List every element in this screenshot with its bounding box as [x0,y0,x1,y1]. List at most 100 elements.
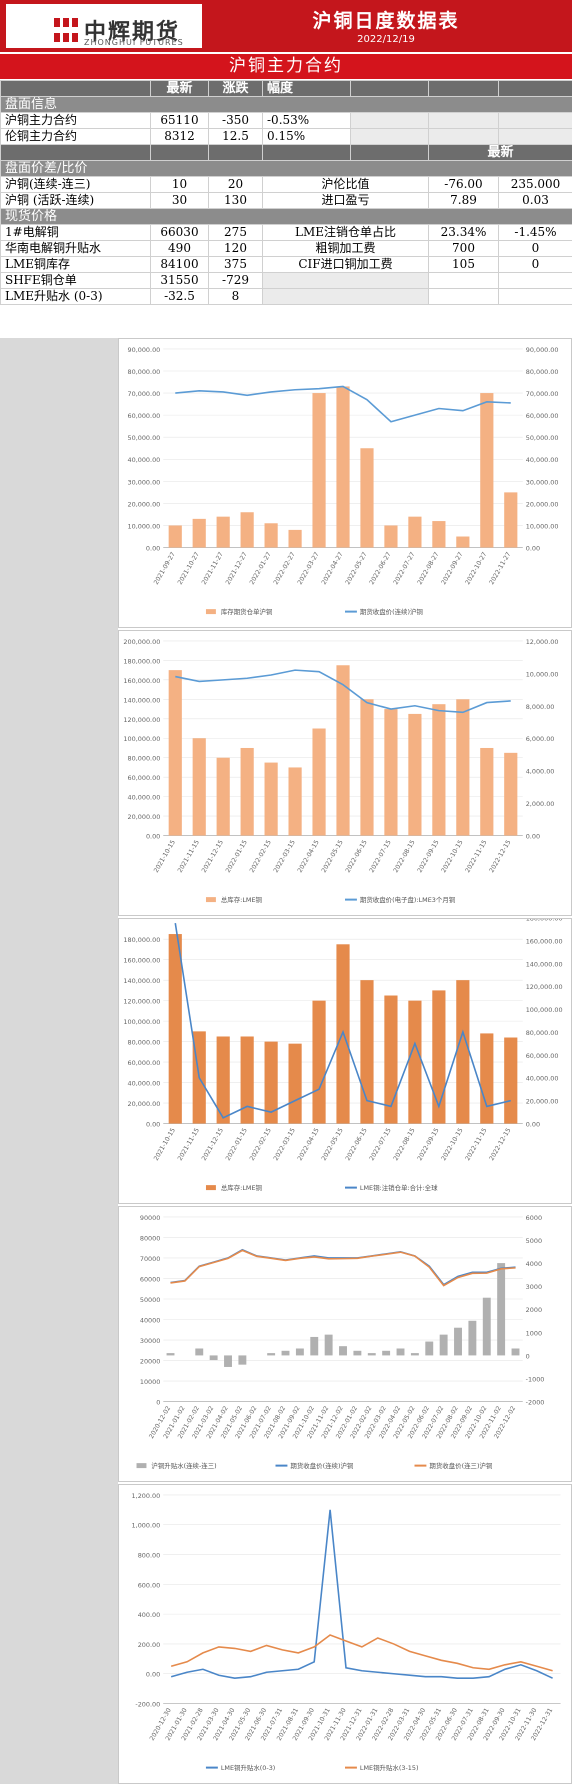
row-name: 沪铜 (活跃-连续) [0,192,151,209]
y-tick-label-right: 0 [526,1352,530,1360]
y-tick-label-left: 100,000.00 [123,735,160,743]
section-label: 盘面价差/比价 [0,160,572,177]
section-row: 现货价格 [0,208,572,225]
row-latest: 31550 [150,272,209,289]
y-tick-label-left: 40,000.00 [128,456,161,464]
x-tick-label: 2021-10-27 [177,551,201,586]
y-tick-label-left: 80,000.00 [128,1039,161,1047]
table-row: LME升贴水 (0-3) -32.5 8 [0,288,572,305]
bar [209,1355,218,1361]
x-tick-label: 2022-11-15 [464,839,488,874]
x-tick-label: 2022-05-27 [344,551,368,586]
header-pct: 幅度 [262,80,351,97]
bar [408,516,422,548]
y-tick-label-right: 0.00 [526,833,540,841]
row-ratio-name: 粗铜加工费 [262,240,429,257]
x-tick-label: 2022-09-15 [416,839,440,874]
bar [310,1336,319,1356]
bar [425,1341,434,1356]
y-tick-label-left: 80000 [140,1234,160,1242]
bar [504,752,518,836]
row-latest: 65110 [150,112,209,129]
y-tick-label-left: 40000 [140,1316,160,1324]
x-tick-label: 2021-11-27 [201,551,225,586]
empty-cell [428,128,499,145]
series-line [174,923,511,1119]
x-tick-label: 2022-02-27 [273,551,297,586]
chart-lme-cancelled-warrants: 0.00 20,000.00 40,000.00 60,000.00 80,000.00… [118,918,572,1204]
y-tick-label-left: 120,000.00 [123,998,160,1006]
y-tick-label-left: 10000 [140,1378,160,1386]
y-tick-label-right: 4,000.00 [526,768,555,776]
y-tick-label-left: 140,000.00 [123,977,160,985]
y-tick-label-right: 60,000.00 [526,1052,559,1060]
header-cell [0,144,151,161]
bar [480,747,494,836]
bar [497,1263,506,1356]
bar [240,747,254,836]
x-tick-label: 2022-07-27 [392,551,416,586]
logo-mark-icon [54,18,78,42]
legend-entry: LME铜升贴水(0-3) [221,1763,275,1772]
x-tick-label: 2022-06-15 [344,839,368,874]
x-tick-label: 2022-01-15 [225,1127,249,1162]
y-tick-label-right: 40,000.00 [526,456,559,464]
row-change: 8 [208,288,263,305]
x-tick-label: 2021-11-15 [177,839,201,874]
series-line [175,669,511,714]
x-tick-label: 2022-08-15 [392,839,416,874]
y-tick-label-left: 40,000.00 [128,794,161,802]
x-tick-label: 2022-04-27 [321,551,345,586]
x-tick-label: 2022-06-15 [344,1127,368,1162]
x-tick-label: 2021-12-15 [201,1127,225,1162]
section-label: 盘面信息 [0,96,572,113]
y-tick-label-left: 90000 [140,1214,160,1222]
y-tick-label-left: 60000 [140,1275,160,1283]
x-tick-label: 2022-02-15 [249,1127,273,1162]
row-latest: 84100 [150,256,209,273]
header-latest: 最新 [150,80,209,97]
x-tick-label: 2022-01-15 [225,839,249,874]
bar [288,529,302,548]
y-tick-label-left: 200,000.00 [123,638,160,646]
table-row: LME铜库存 84100 375 CIF进口铜加工费 105 0 [0,256,572,273]
report-date: 2022/12/19 [357,34,415,45]
y-tick-label-right: 10,000.00 [526,522,559,530]
legend-swatch [136,1463,147,1469]
chart-lme-stock-price: 0.00 20,000.00 40,000.00 60,000.00 80,000.00… [118,630,572,916]
x-tick-label: 2022-05-15 [321,839,345,874]
empty-cell [498,128,572,145]
section-banner: 沪铜主力合约 [0,54,572,79]
y-tick-label-right: 6,000.00 [526,735,555,743]
x-tick-label: 2021-10-15 [153,839,177,874]
x-tick-label: 2022-08-15 [392,1127,416,1162]
y-tick-label-right: 2,000.00 [526,800,555,808]
header: 中辉期货 ZHONGHUI FUTURES 沪铜日度数据表 2022/12/19 [0,0,572,52]
row-ratio-name: 沪伦比值 [262,176,429,193]
bar [504,492,518,548]
row-ratio-name: 进口盈亏 [262,192,429,209]
bar [384,525,398,548]
bar [482,1297,491,1356]
legend-swatch [205,1185,216,1191]
row-ratio-name: CIF进口铜加工费 [262,256,429,273]
bar [360,699,374,836]
row-ratio-value: -76.00 [428,176,499,193]
header-cell [498,80,572,97]
bar [480,1033,494,1124]
row-ratio-change: -1.45% [498,224,572,241]
bar [238,1355,247,1365]
bar [456,699,470,836]
y-tick-label-left: 180,000.00 [123,936,160,944]
bar [216,516,230,548]
x-tick-label: 2022-03-27 [297,551,321,586]
section-row: 盘面价差/比价 [0,160,572,177]
row-pct: -0.53% [262,112,351,129]
table-row: 1#电解铜 66030 275 LME注销仓单占比 23.34% -1.45% [0,224,572,241]
x-tick-label: 2021-12-15 [201,839,225,874]
row-change: 275 [208,224,263,241]
y-tick-label-left: 20,000.00 [128,1100,161,1108]
x-tick-label: 2022-06-27 [368,551,392,586]
x-tick-label: 2022-01-27 [249,551,273,586]
